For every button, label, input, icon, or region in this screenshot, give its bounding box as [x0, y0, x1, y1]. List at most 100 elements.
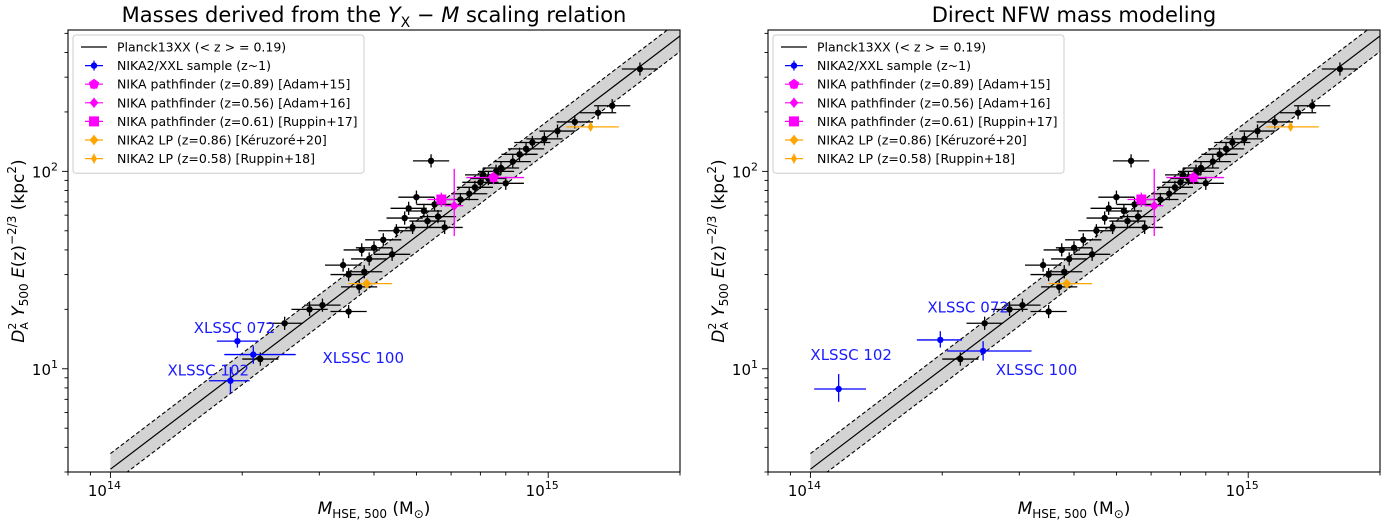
text-span: (z) [709, 245, 729, 267]
data-point [608, 102, 616, 109]
data-point [388, 251, 396, 258]
legend-item: NIKA pathfinder (z=0.56) [Adam+16] [785, 95, 1050, 110]
text-span: 500 [17, 283, 31, 306]
data-point [457, 196, 464, 203]
legend-label: NIKA pathfinder (z=0.56) [Adam+16] [817, 95, 1050, 110]
data-point [1093, 227, 1100, 234]
legend-label: NIKA pathfinder (z=0.61) [Ruppin+17] [117, 114, 358, 129]
series-nika2-lp-z-0-86-k-ruzor-20- [348, 278, 393, 289]
y-axis-label: D2A Y500 E(z)−2/3 (kpc2) [705, 159, 731, 342]
data-point [345, 308, 352, 315]
text-span: −2/3 [705, 216, 719, 245]
text-span: E [709, 267, 729, 283]
data-point [449, 200, 459, 211]
data-point [409, 224, 416, 231]
band-upper-line [110, 30, 669, 454]
data-point [509, 158, 516, 165]
text-span: 15 [545, 479, 559, 492]
data-point [393, 227, 400, 234]
data-point [541, 135, 548, 143]
data-point [427, 157, 435, 165]
data-point [1336, 65, 1344, 73]
text-span: A [718, 322, 731, 330]
legend-label: NIKA2 LP (z=0.58) [Ruppin+18] [117, 151, 315, 166]
text-span: HSE, 500 [332, 507, 387, 521]
text-span: M [1018, 499, 1033, 519]
data-point [1222, 145, 1230, 153]
data-point [1229, 139, 1236, 146]
data-point [1131, 201, 1138, 208]
data-point [1120, 207, 1128, 215]
data-point [345, 271, 352, 278]
legend-item: NIKA pathfinder (z=0.56) [Adam+16] [85, 95, 350, 110]
data-point [362, 278, 372, 289]
data-point [1149, 200, 1159, 211]
text-span: Y [388, 3, 403, 27]
data-point [979, 347, 987, 355]
text-span: − [410, 3, 441, 27]
data-point [522, 145, 530, 153]
data-point [355, 283, 363, 291]
text-span: (M [387, 499, 414, 519]
text-span: 10 [32, 361, 51, 379]
data-point [227, 377, 234, 384]
text-span: 10 [732, 361, 751, 379]
series-nika2-lp-z-0-58-ruppin-18- [566, 121, 619, 132]
data-point [424, 217, 431, 225]
data-point [477, 179, 484, 186]
annotation-label: XLSSC 102 [167, 361, 249, 379]
data-point [1271, 118, 1278, 126]
data-point [1006, 306, 1013, 313]
series-nika2-xxl-sample-z-1- [814, 331, 1032, 402]
text-span: 15 [1245, 479, 1259, 492]
data-point [1101, 214, 1108, 222]
data-point [516, 151, 523, 158]
data-point [1177, 179, 1184, 186]
data-point [339, 261, 347, 269]
y-tick-label: 101 [732, 358, 758, 379]
legend-label: NIKA2 LP (z=0.86) [Kéruzoré+20] [117, 133, 327, 148]
legend-item: NIKA2/XXL sample (z~1) [785, 58, 971, 73]
data-point [1127, 157, 1135, 165]
data-point [257, 355, 264, 363]
data-point [594, 109, 602, 116]
text-span: ) [424, 499, 431, 519]
y-axis-label: D2A Y500 E(z)−2/3 (kpc2) [5, 159, 31, 342]
legend-marker [91, 153, 97, 164]
legend-label: NIKA2 LP (z=0.86) [Kéruzoré+20] [817, 133, 1027, 148]
data-point [1202, 180, 1209, 187]
text-span: 1 [751, 358, 758, 371]
text-span: (M [1087, 499, 1114, 519]
text-span: 2 [6, 323, 19, 330]
data-point [319, 301, 326, 309]
data-point [436, 194, 447, 205]
text-span: 1 [51, 358, 58, 371]
data-point [1055, 283, 1063, 291]
data-point [1188, 172, 1199, 183]
data-point [1209, 158, 1216, 165]
legend-label: NIKA2/XXL sample (z~1) [817, 58, 971, 73]
legend-item: NIKA pathfinder (z=0.61) [Ruppin+17] [85, 114, 358, 129]
legend-marker [791, 153, 797, 164]
x-tick-label: 1015 [1226, 479, 1259, 500]
chart-title: Direct NFW mass modeling [932, 3, 1217, 27]
text-span: ) [1124, 499, 1131, 519]
data-point [957, 355, 964, 363]
legend-item: NIKA pathfinder (z=0.61) [Ruppin+17] [785, 114, 1058, 129]
data-point [1308, 102, 1316, 109]
plot-area [810, 30, 1380, 472]
legend-label: NIKA2 LP (z=0.58) [Ruppin+18] [817, 151, 1015, 166]
data-point [471, 184, 479, 191]
text-span: D [709, 330, 729, 343]
data-point [1157, 196, 1164, 203]
data-point [571, 118, 578, 126]
series-nika-pathfinder-z-0-89-adam-15- [1166, 171, 1224, 185]
data-point [1171, 184, 1179, 191]
series-nika2-lp-z-0-86-k-ruzor-20- [1048, 278, 1093, 289]
legend-marker [789, 116, 799, 127]
legend-label: Planck13XX (< z > = 0.19) [817, 40, 986, 55]
data-point [1134, 213, 1142, 220]
legend-marker [789, 135, 799, 145]
text-span: Y [709, 305, 729, 322]
series-nika-pathfinder-z-0-56-adam-16- [444, 168, 464, 237]
